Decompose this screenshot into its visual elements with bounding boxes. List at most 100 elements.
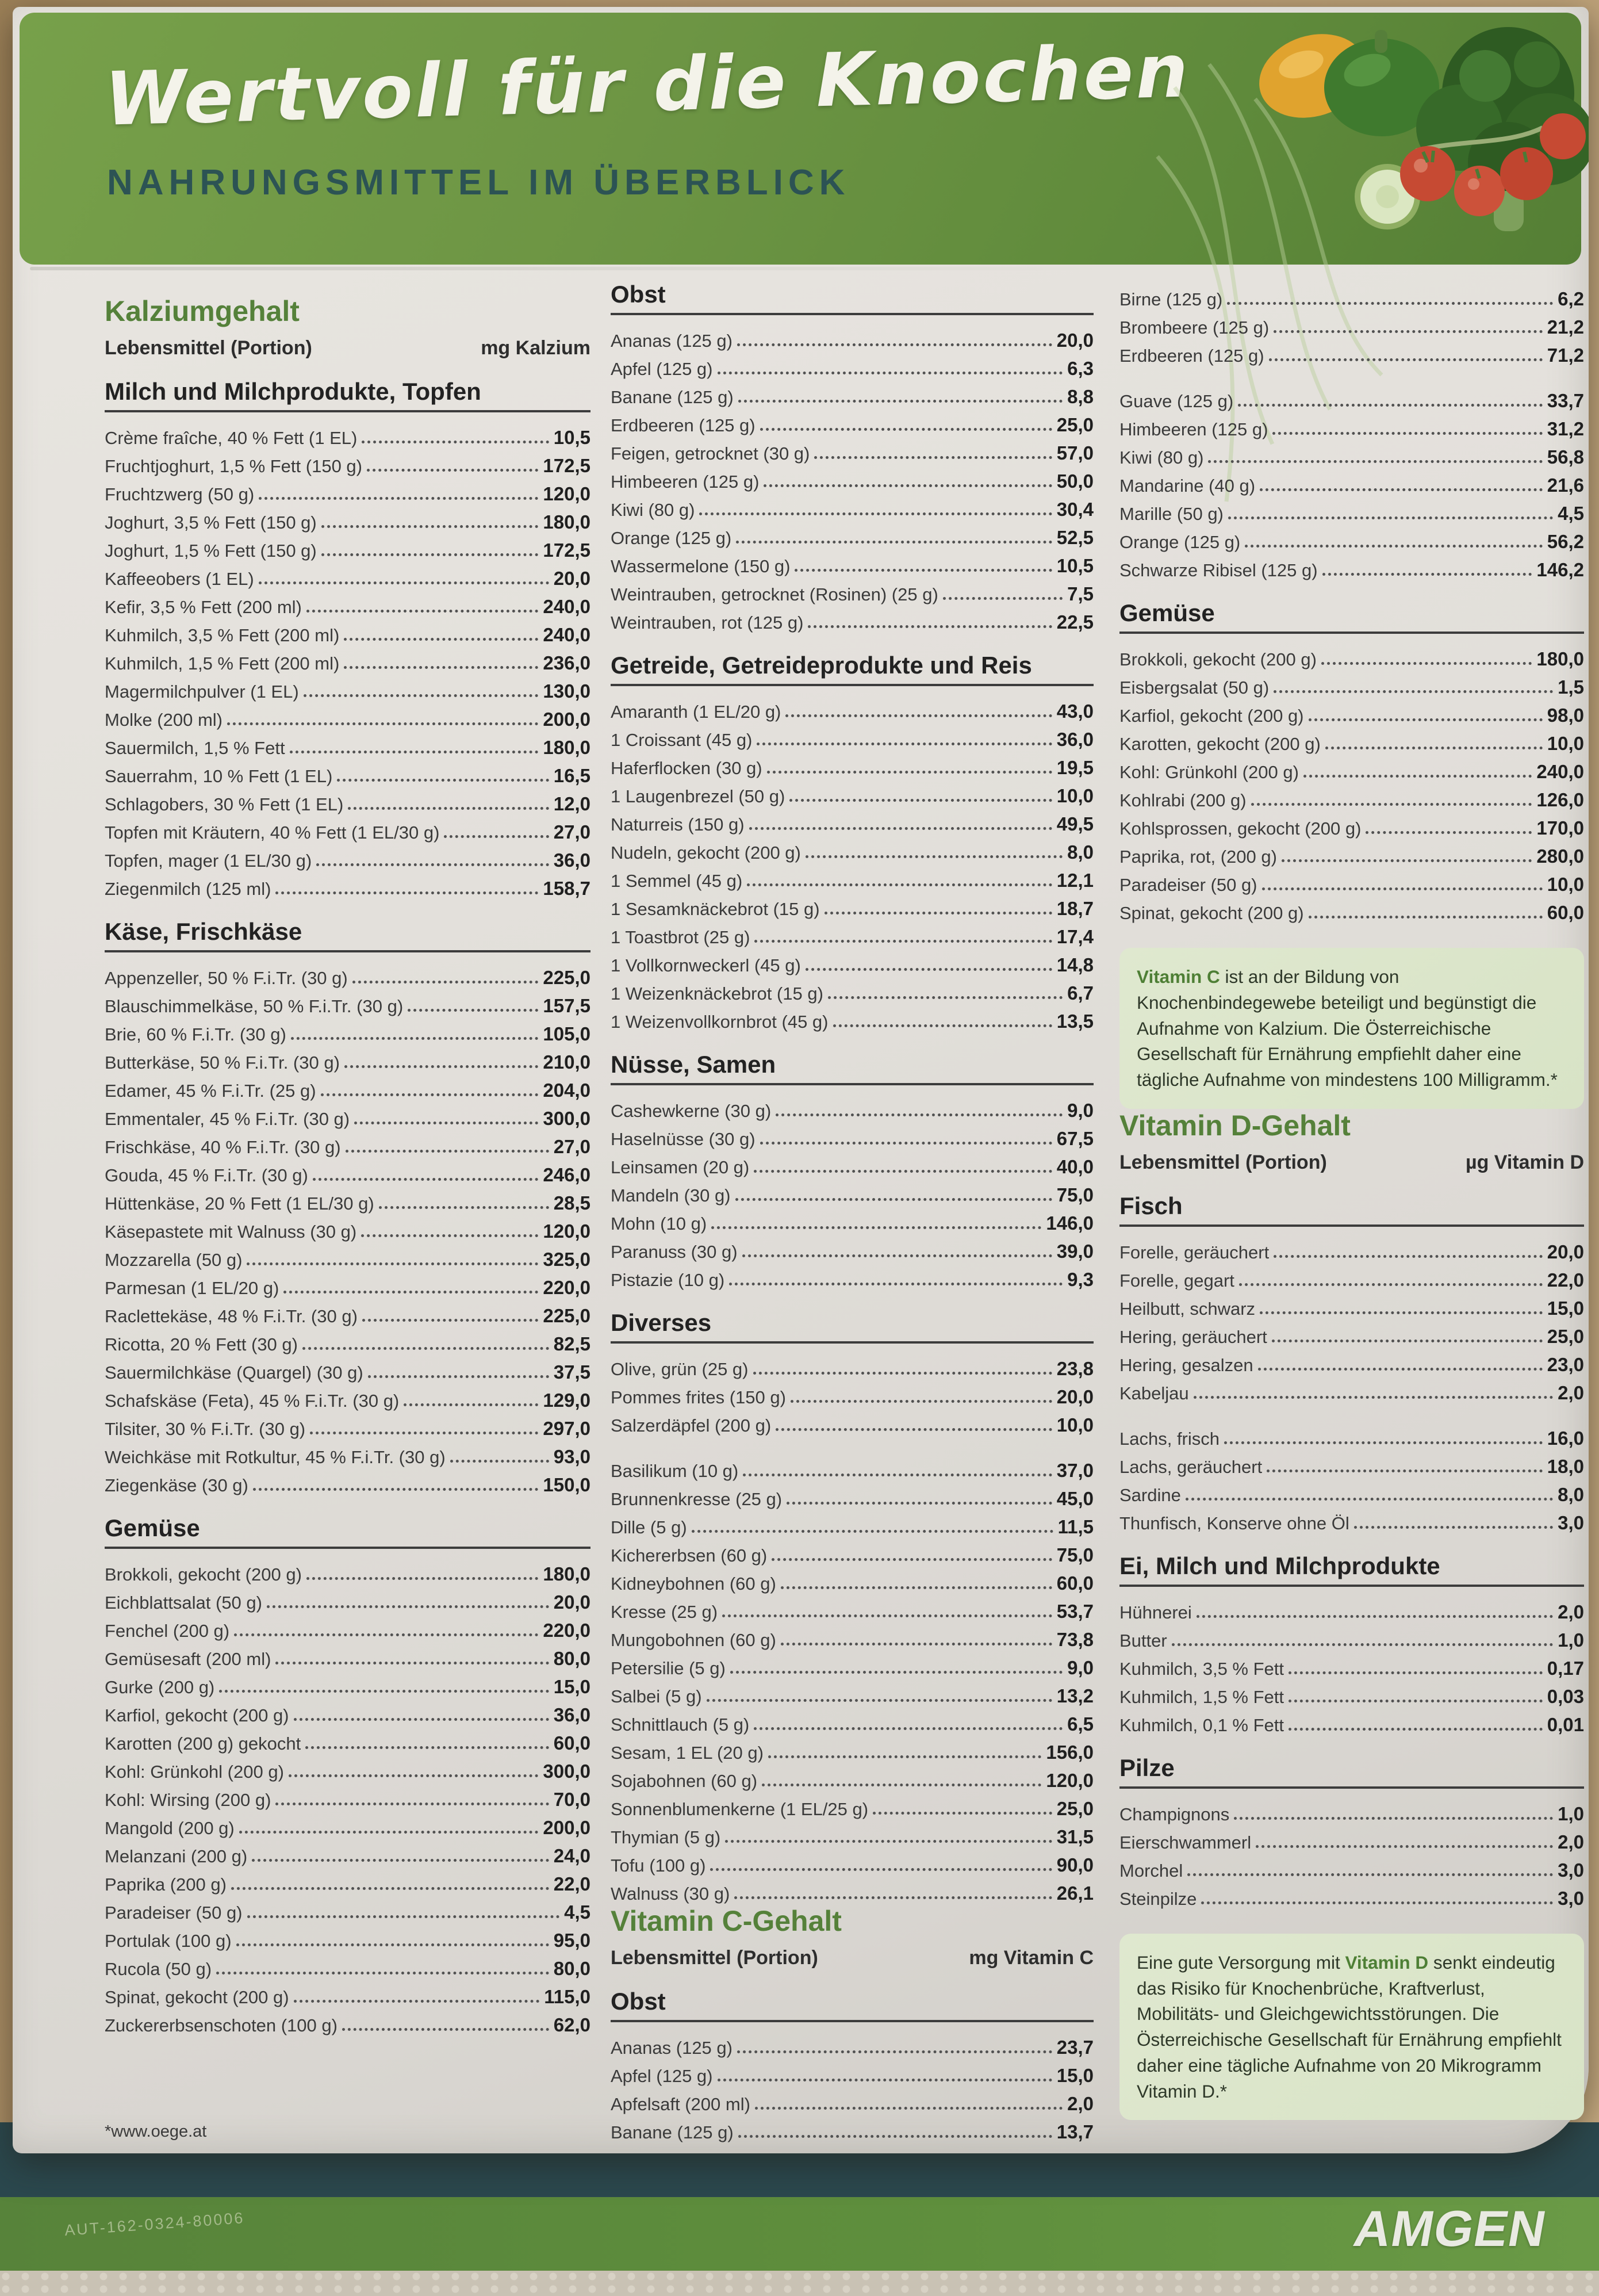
food-value: 56,2 [1547,531,1584,552]
food-value: 73,8 [1056,1629,1094,1651]
food-group: Getreide, Getreideprodukte und Reis Amara… [611,653,1094,1032]
group-title: Pilze [1119,1755,1584,1789]
food-label: Ananas (125 g) [611,331,733,351]
dotted-leader [231,1887,549,1891]
food-label: Brombeere (125 g) [1119,317,1270,338]
column-kalzium: Kalziumgehalt Lebensmittel (Portion) mg Ka… [105,294,590,2141]
food-label: Morchel [1119,1860,1183,1881]
food-value: 180,0 [543,511,590,533]
food-value: 2,0 [1067,2093,1094,2115]
table-row: Cashewkerne (30 g) 9,0 [611,1093,1094,1122]
food-label: Kidneybohnen (60 g) [611,1574,776,1594]
table-row: Haselnüsse (30 g) 67,5 [611,1122,1094,1150]
table-row: Erdbeeren (125 g) 25,0 [611,408,1094,436]
food-value: 36,0 [1056,729,1094,751]
table-row: Kiwi (80 g) 56,8 [1119,440,1584,468]
dotted-leader [236,1943,549,1947]
table-row: Mohn (10 g) 146,0 [611,1206,1094,1234]
food-value: 300,0 [543,1108,590,1130]
food-label: Himbeeren (125 g) [611,472,760,492]
table-row: Molke (200 ml) 200,0 [105,702,590,730]
food-value: 6,2 [1558,288,1584,309]
dotted-leader [754,1170,1052,1173]
food-value: 62,0 [553,2014,590,2036]
food-group: Diverses Olive, grün (25 g) 23,8 Pommes fri… [611,1310,1094,1904]
table-row: Tofu (100 g) 90,0 [611,1848,1094,1876]
table-row: Ziegenmilch (125 ml) 158,7 [105,871,590,900]
table-column-headers: Lebensmittel (Portion) mg Kalzium [105,337,590,359]
table-row: Wassermelone (150 g) 10,5 [611,549,1094,577]
column-header-unit: mg Vitamin C [969,1947,1094,1969]
food-label: Mandeln (30 g) [611,1185,731,1206]
dotted-leader [730,1671,1063,1674]
column-vitamine: Birne (125 g) 6,2 Brombeere (125 g) 21,2 Erd… [1119,282,1584,2121]
dotted-leader [827,996,1063,1000]
table-row: Birne (125 g) 6,2 [1119,282,1584,310]
food-value: 75,0 [1056,1184,1094,1206]
table-row: Kuhmilch, 3,5 % Fett 0,17 [1119,1651,1584,1679]
table-row: Kichererbsen (60 g) 75,0 [611,1538,1094,1566]
food-label: Blauschimmelkäse, 50 % F.i.Tr. (30 g) [105,996,404,1017]
food-label: 1 Vollkornweckerl (45 g) [611,955,801,976]
table-row: Olive, grün (25 g) 23,8 [611,1352,1094,1380]
food-label: 1 Weizenvollkornbrot (45 g) [611,1012,829,1032]
dotted-leader [699,512,1052,516]
dotted-leader [1308,718,1543,722]
food-value: 204,0 [543,1080,590,1101]
food-label: Leinsamen (20 g) [611,1157,750,1178]
dotted-leader [306,610,539,613]
food-value: 150,0 [543,1474,590,1496]
food-value: 20,0 [1056,330,1094,351]
dotted-leader [760,1142,1052,1145]
group-title: Obst [611,1989,1094,2023]
table-row: Appenzeller, 50 % F.i.Tr. (30 g) 225,0 [105,961,590,989]
table-row: Butterkäse, 50 % F.i.Tr. (30 g) 210,0 [105,1045,590,1073]
dotted-leader [1274,690,1554,694]
food-value: 130,0 [543,680,590,702]
dotted-leader [1260,488,1543,491]
table-row: Sauermilchkäse (Quargel) (30 g) 37,5 [105,1355,590,1383]
table-row: Gurke (200 g) 15,0 [105,1670,590,1698]
dotted-leader [310,1432,539,1435]
food-label: Thymian (5 g) [611,1827,721,1848]
food-label: Schafskäse (Feta), 45 % F.i.Tr. (30 g) [105,1391,400,1411]
food-label: Paprika, rot, (200 g) [1119,847,1277,867]
dotted-leader [780,1643,1052,1646]
food-label: Kohl: Grünkohl (200 g) [1119,762,1299,783]
food-label: Steinpilze [1119,1888,1197,1909]
column-header-food: Lebensmittel (Portion) [1119,1151,1327,1173]
table-row: Feigen, getrocknet (30 g) 57,0 [611,436,1094,464]
food-label: 1 Laugenbrezel (50 g) [611,786,785,807]
food-value: 45,0 [1056,1488,1094,1510]
dotted-leader [305,1746,549,1750]
food-label: Kaffeeobers (1 EL) [105,569,254,590]
food-value: 22,5 [1056,611,1094,633]
dotted-leader [252,1859,549,1862]
group-title: Nüsse, Samen [611,1052,1094,1086]
food-label: Fenchel (200 g) [105,1621,230,1641]
dotted-leader [729,1283,1063,1286]
table-row: Himbeeren (125 g) 50,0 [611,464,1094,492]
dotted-leader [293,1718,549,1721]
table-row: Kohl: Grünkohl (200 g) 240,0 [1119,755,1584,783]
column-header-food: Lebensmittel (Portion) [105,337,312,359]
food-label: Ananas (125 g) [611,2038,733,2058]
table-row: Mozzarella (50 g) 325,0 [105,1242,590,1271]
food-label: Paradeiser (50 g) [105,1903,243,1923]
dotted-leader [1261,887,1543,891]
food-label: Brokkoli, gekocht (200 g) [1119,649,1317,670]
table-row: Basilikum (10 g) 37,0 [611,1453,1094,1482]
food-label: Ricotta, 20 % Fett (30 g) [105,1334,298,1355]
food-label: 1 Weizenknäckebrot (15 g) [611,984,823,1004]
paper-crease [30,267,1582,270]
dotted-leader [288,1774,539,1778]
table-row: Salbei (5 g) 13,2 [611,1679,1094,1707]
food-value: 22,0 [553,1873,590,1895]
food-label: Erdbeeren (125 g) [611,415,756,436]
food-label: Schwarze Ribisel (125 g) [1119,560,1318,580]
food-label: Haselnüsse (30 g) [611,1129,756,1150]
food-label: Mungobohnen (60 g) [611,1630,776,1651]
food-value: 36,0 [553,1704,590,1726]
table-row: Hering, geräuchert 25,0 [1119,1319,1584,1348]
dotted-leader [1245,545,1543,548]
